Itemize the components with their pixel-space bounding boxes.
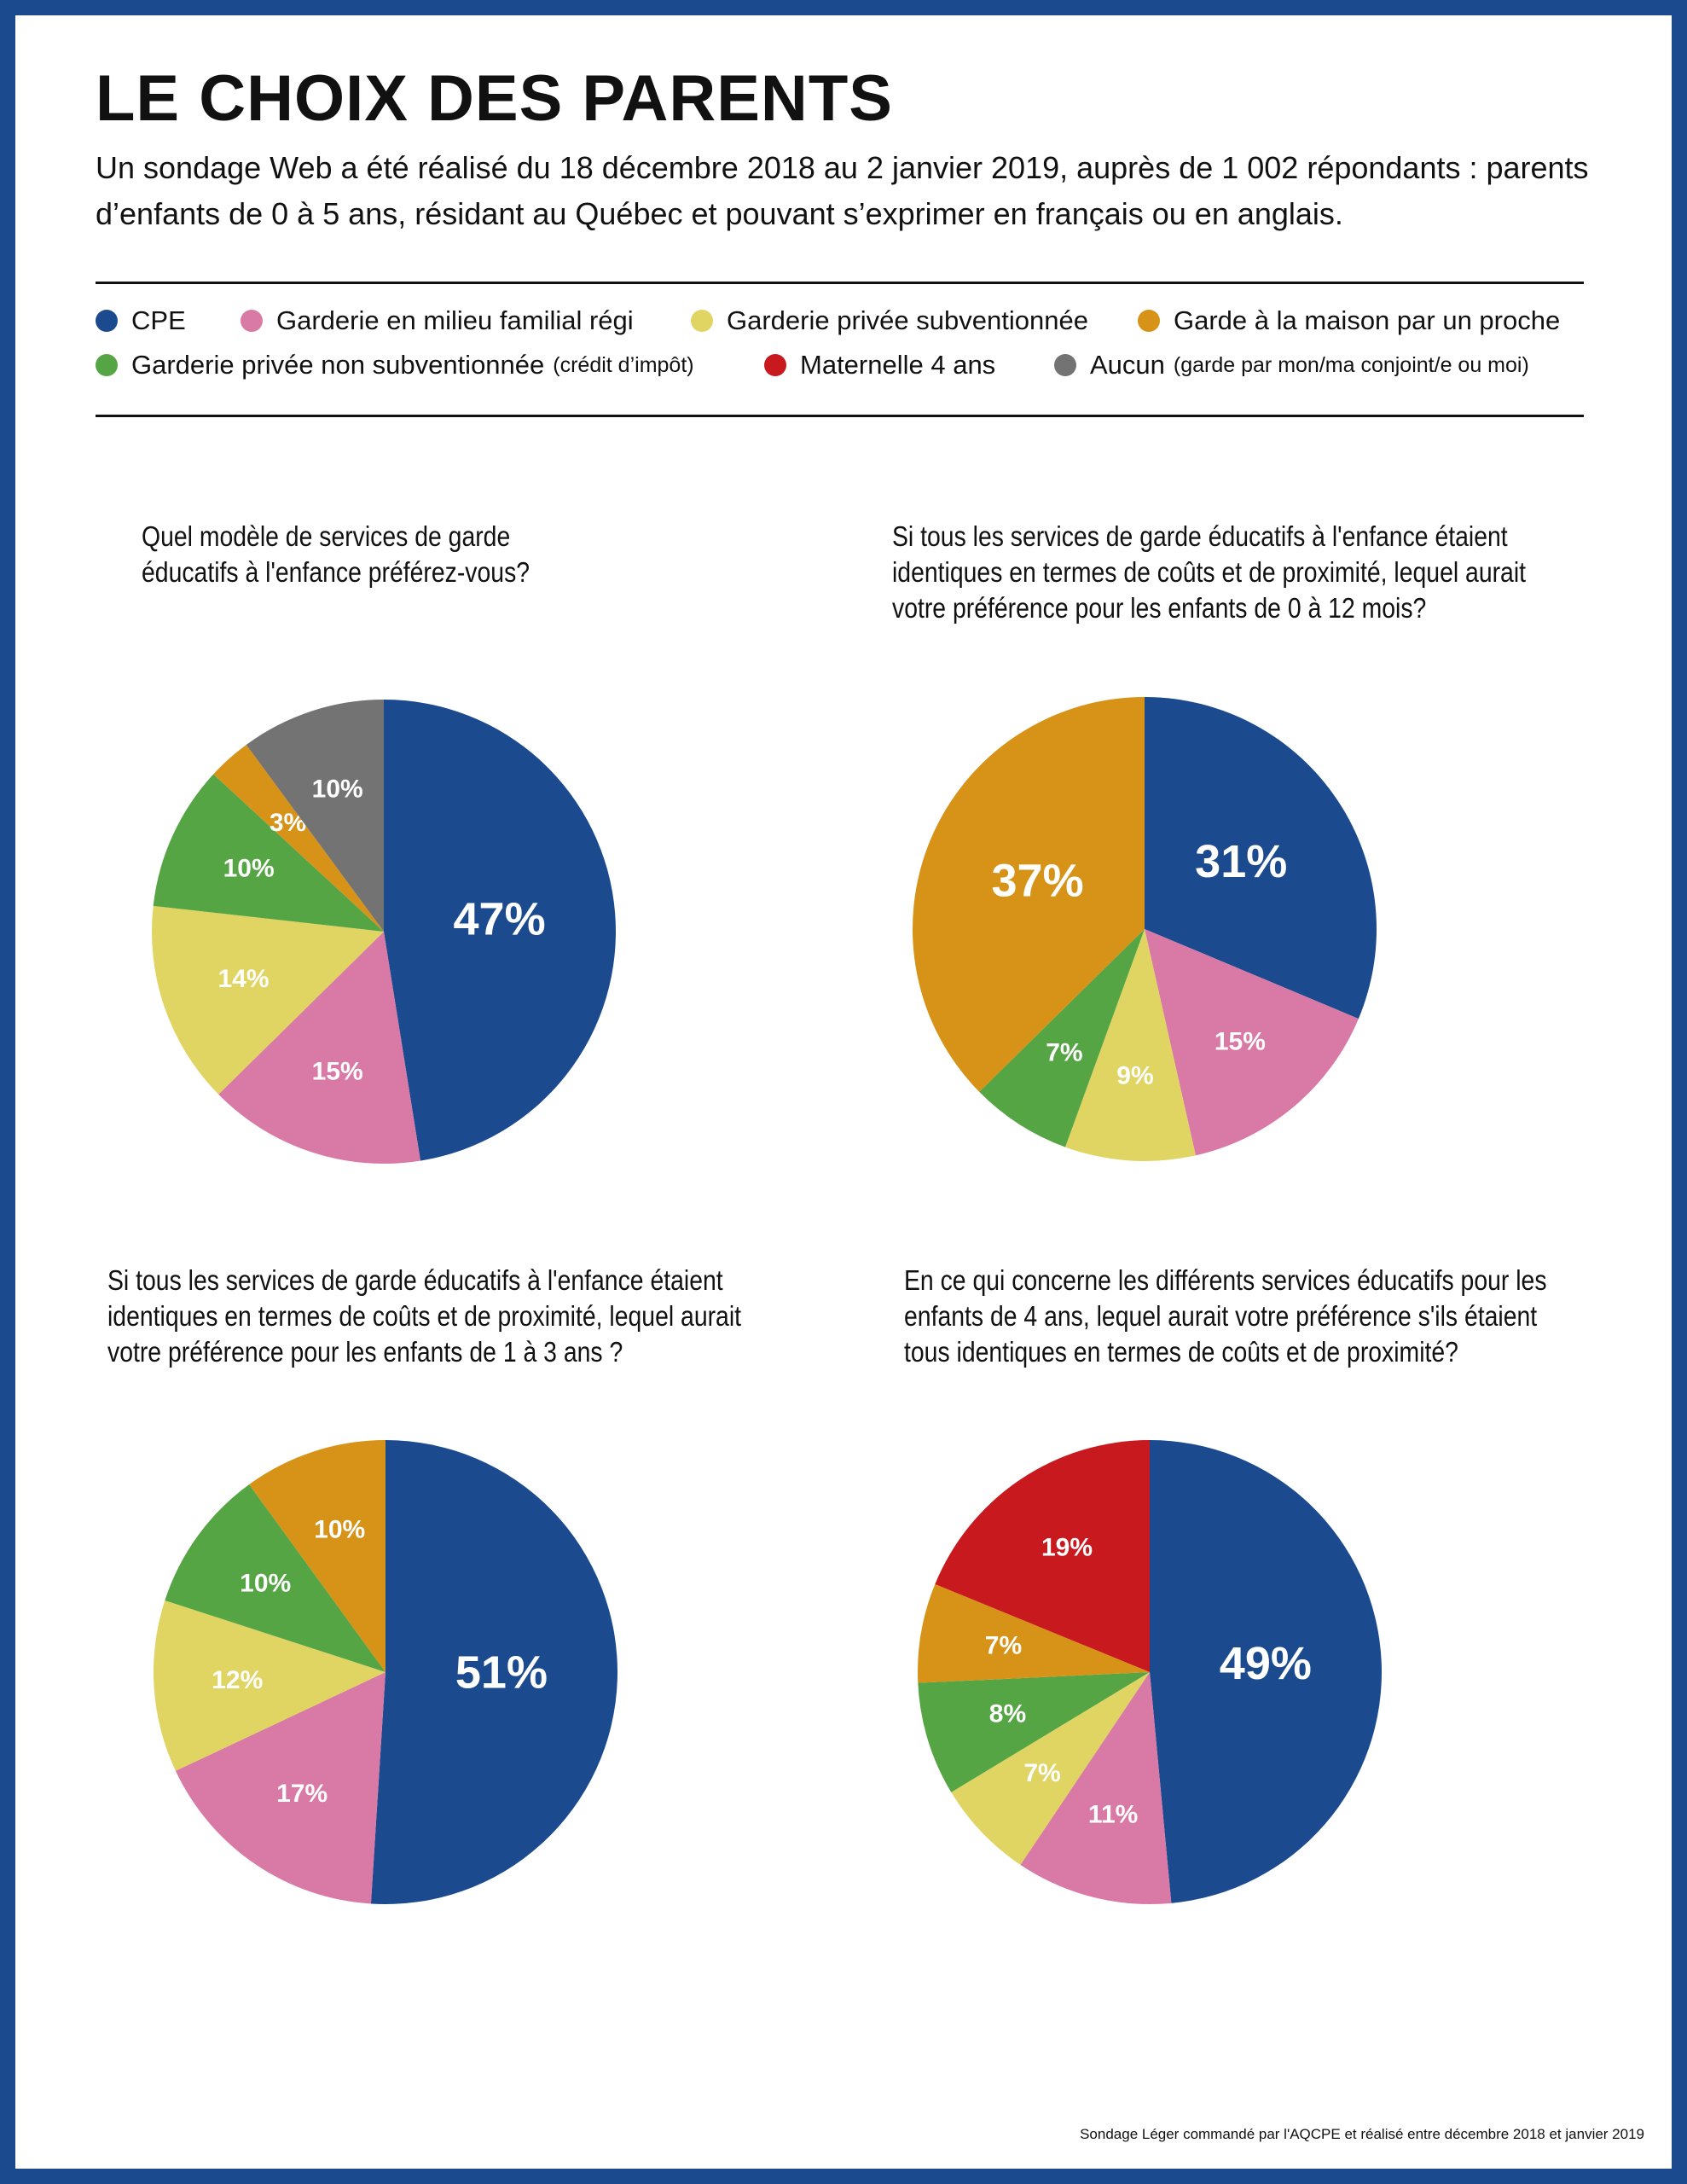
chart-2-question: Si tous les services de garde éducatifs … (892, 520, 1527, 624)
pie-0-slice-privee_sub (152, 905, 384, 1095)
legend-label-aucun: Aucun (1090, 350, 1165, 380)
pie-1-slice-proche (913, 697, 1145, 1092)
pie-3-slice-familial (1020, 1672, 1172, 1904)
pie-chart-0-12-mois: 31% 15% 9% 7% 37% (913, 697, 1377, 1161)
legend-item-cpe: CPE (96, 305, 186, 336)
legend-label-maternelle: Maternelle 4 ans (800, 350, 996, 380)
pie-2-label-familial: 17% (276, 1780, 328, 1808)
page-subtitle: Un sondage Web a été réalisé du 18 décem… (96, 150, 1589, 231)
pie-2-label-privee_nonsub: 10% (240, 1570, 291, 1598)
pie-3-slice-privee_nonsub (918, 1672, 1150, 1792)
pie-3-slice-privee_sub (951, 1672, 1150, 1865)
legend-swatch-proche (1138, 310, 1160, 332)
pie-chart-1-3-ans: 51% 17% 12% 10% 10% (154, 1440, 618, 1904)
legend: CPE Garderie en milieu familial régi Gar… (96, 305, 1597, 399)
legend-swatch-familial (241, 310, 263, 332)
pie-0-slice-familial (218, 932, 420, 1164)
bottom-divider (96, 415, 1584, 417)
pie-1-label-privee_nonsub: 7% (1046, 1038, 1082, 1066)
pie-1-slice-cpe (1145, 697, 1377, 1019)
pie-3-label-familial: 11% (1088, 1801, 1138, 1829)
pie-2-label-cpe: 51% (455, 1647, 548, 1699)
pie-1-slice-privee_nonsub (979, 929, 1145, 1147)
chart-4-question: En ce qui concerne les différents servic… (904, 1264, 1547, 1368)
legend-swatch-aucun (1054, 354, 1076, 376)
pie-1-label-familial: 15% (1215, 1027, 1266, 1055)
pie-0-label-cpe: 47% (454, 893, 546, 944)
pie-2-slice-privee_nonsub (165, 1484, 386, 1672)
pie-0-slice-privee_nonsub (153, 774, 384, 932)
pie-1-label-cpe: 31% (1195, 836, 1287, 887)
pie-3-label-privee_sub: 7% (1023, 1759, 1060, 1787)
pie-0-slice-proche (213, 744, 384, 932)
pie-0-label-familial: 15% (312, 1057, 363, 1085)
pie-3-label-privee_nonsub: 8% (989, 1700, 1026, 1728)
pie-1-slice-privee_sub (1064, 929, 1196, 1161)
legend-swatch-privee-nonsub (96, 354, 118, 376)
pie-0-label-privee_sub: 14% (217, 965, 269, 993)
pie-3-slice-cpe (1150, 1440, 1382, 1903)
legend-label-privee-sub: Garderie privée subventionnée (727, 305, 1088, 335)
legend-item-privee-sub: Garderie privée subventionnée (691, 305, 1088, 336)
legend-label-privee-nonsub: Garderie privée non subventionnée (131, 350, 545, 380)
legend-label-cpe: CPE (131, 305, 186, 335)
legend-label-proche: Garde à la maison par un proche (1174, 305, 1561, 335)
chart-3-question: Si tous les services de garde éducatifs … (107, 1264, 742, 1368)
pie-3-label-maternelle: 19% (1041, 1533, 1093, 1561)
pie-3-label-proche: 7% (985, 1631, 1022, 1659)
legend-swatch-cpe (96, 310, 118, 332)
pie-2-slice-cpe (370, 1440, 618, 1904)
pie-3-label-cpe: 49% (1220, 1638, 1312, 1689)
pie-chart-4-ans: 49% 11% 7% 8% 7% 19% (918, 1440, 1382, 1904)
legend-item-aucun: Aucun (garde par mon/ma conjoint/e ou mo… (1054, 350, 1529, 380)
pie-2-label-privee_sub: 12% (212, 1666, 263, 1694)
pie-2-slice-proche (249, 1440, 386, 1672)
pie-1-label-privee_sub: 9% (1116, 1062, 1153, 1090)
page-title: LE CHOIX DES PARENTS (96, 62, 893, 135)
chart-1-question: Quel modèle de services de garde éducati… (142, 520, 530, 588)
legend-swatch-maternelle (764, 354, 786, 376)
legend-item-privee-nonsub: Garderie privée non subventionnée (crédi… (96, 350, 694, 380)
pie-1-slice-familial (1145, 929, 1359, 1156)
source-note: Sondage Léger commandé par l'AQCPE et ré… (1080, 2126, 1644, 2142)
pie-0-label-aucun: 10% (312, 775, 363, 804)
pie-0-slice-cpe (384, 700, 617, 1161)
legend-item-proche: Garde à la maison par un proche (1138, 305, 1560, 336)
pie-0-label-privee_nonsub: 10% (223, 855, 275, 883)
legend-note-privee-nonsub: (crédit d’impôt) (553, 352, 694, 377)
pie-2-slice-familial (175, 1672, 386, 1904)
pie-3-slice-maternelle (935, 1440, 1150, 1672)
top-divider (96, 282, 1584, 284)
legend-item-familial: Garderie en milieu familial régi (241, 305, 634, 336)
pie-1-label-proche: 37% (992, 856, 1084, 907)
pie-3-slice-proche (918, 1583, 1150, 1683)
pie-2-label-proche: 10% (314, 1515, 365, 1543)
legend-item-maternelle: Maternelle 4 ans (764, 350, 995, 380)
pie-0-slice-aucun (246, 700, 384, 932)
legend-label-familial: Garderie en milieu familial régi (276, 305, 634, 335)
pie-2-slice-privee_sub (154, 1600, 386, 1771)
pie-chart-preference-modele: 47%15%14%10%3%10% (152, 700, 617, 1164)
legend-swatch-privee-sub (691, 310, 713, 332)
legend-note-aucun: (garde par mon/ma conjoint/e ou moi) (1173, 352, 1529, 377)
